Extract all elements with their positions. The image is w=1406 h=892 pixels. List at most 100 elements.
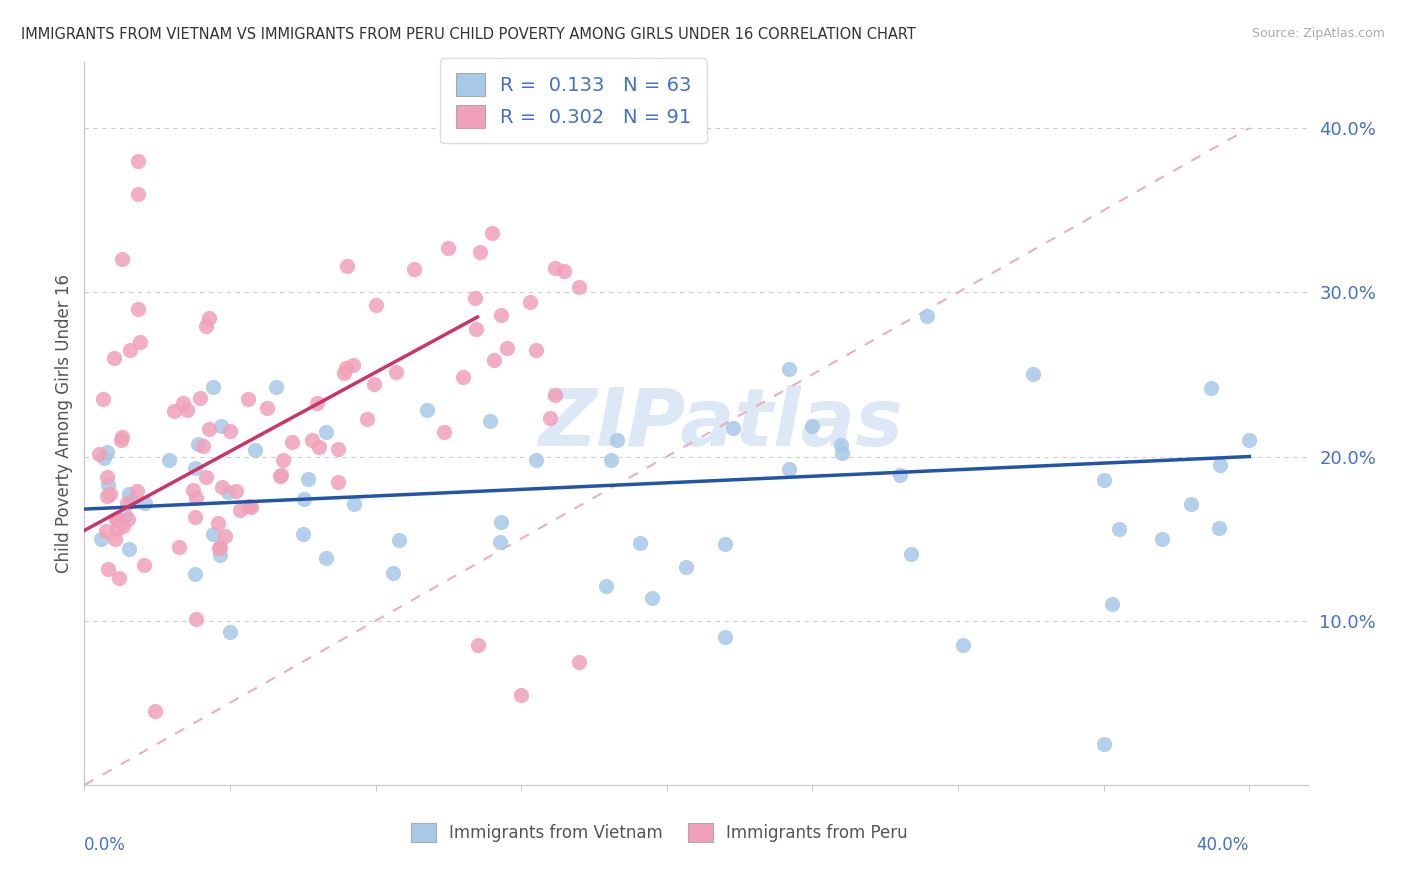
Point	[89, 447, 111, 461]
Point	[218, 424, 240, 438]
Point	[721, 421, 744, 435]
Point	[1092, 473, 1115, 487]
Point	[326, 442, 349, 457]
Point	[117, 542, 139, 557]
Point	[326, 475, 349, 489]
Point	[1021, 368, 1043, 382]
Point	[118, 343, 141, 357]
Point	[270, 467, 292, 482]
Point	[404, 262, 426, 277]
Point	[217, 484, 239, 499]
Point	[778, 462, 800, 476]
Point	[333, 366, 356, 380]
Point	[524, 343, 547, 358]
Point	[568, 280, 591, 294]
Point	[301, 433, 323, 447]
Point	[96, 489, 118, 503]
Point	[491, 515, 513, 529]
Point	[915, 309, 938, 323]
Point	[830, 438, 852, 452]
Point	[831, 446, 853, 460]
Text: ZIPatlas: ZIPatlas	[538, 384, 903, 463]
Point	[387, 533, 409, 547]
Point	[256, 401, 278, 415]
Point	[110, 433, 132, 447]
Point	[801, 418, 824, 433]
Point	[202, 379, 225, 393]
Point	[219, 625, 242, 640]
Point	[157, 452, 180, 467]
Point	[714, 630, 737, 644]
Point	[97, 562, 120, 576]
Point	[127, 301, 149, 316]
Point	[105, 511, 128, 525]
Point	[117, 512, 139, 526]
Point	[606, 434, 628, 448]
Point	[127, 153, 149, 168]
Y-axis label: Child Poverty Among Girls Under 16: Child Poverty Among Girls Under 16	[55, 274, 73, 574]
Point	[238, 392, 260, 407]
Point	[269, 468, 291, 483]
Point	[194, 319, 217, 334]
Point	[127, 483, 149, 498]
Point	[143, 704, 166, 718]
Point	[96, 444, 118, 458]
Point	[103, 351, 125, 365]
Point	[264, 380, 287, 394]
Point	[201, 527, 224, 541]
Point	[510, 688, 533, 702]
Point	[93, 451, 115, 466]
Point	[675, 559, 697, 574]
Point	[343, 497, 366, 511]
Point	[114, 508, 136, 522]
Point	[382, 566, 405, 581]
Point	[416, 403, 439, 417]
Point	[271, 453, 294, 467]
Point	[228, 503, 250, 517]
Point	[134, 558, 156, 572]
Point	[1092, 737, 1115, 751]
Point	[628, 536, 651, 550]
Point	[315, 425, 337, 439]
Point	[524, 453, 547, 467]
Point	[1101, 598, 1123, 612]
Point	[363, 377, 385, 392]
Point	[335, 360, 357, 375]
Point	[315, 550, 337, 565]
Point	[889, 467, 911, 482]
Point	[172, 396, 194, 410]
Point	[211, 480, 233, 494]
Point	[432, 425, 454, 440]
Point	[1180, 497, 1202, 511]
Point	[209, 419, 232, 434]
Point	[96, 524, 118, 538]
Point	[207, 516, 229, 530]
Point	[292, 492, 315, 507]
Point	[491, 308, 513, 322]
Point	[225, 484, 247, 499]
Point	[568, 655, 591, 669]
Point	[437, 241, 460, 255]
Point	[194, 470, 217, 484]
Point	[105, 512, 128, 526]
Point	[297, 472, 319, 486]
Text: IMMIGRANTS FROM VIETNAM VS IMMIGRANTS FROM PERU CHILD POVERTY AMONG GIRLS UNDER : IMMIGRANTS FROM VIETNAM VS IMMIGRANTS FR…	[21, 27, 915, 42]
Point	[184, 567, 207, 582]
Point	[778, 361, 800, 376]
Point	[198, 311, 221, 326]
Point	[188, 391, 211, 405]
Point	[184, 491, 207, 505]
Point	[134, 496, 156, 510]
Point	[342, 358, 364, 372]
Point	[111, 430, 134, 444]
Point	[1209, 458, 1232, 473]
Point	[186, 612, 208, 626]
Point	[112, 519, 135, 533]
Text: Source: ZipAtlas.com: Source: ZipAtlas.com	[1251, 27, 1385, 40]
Point	[96, 469, 118, 483]
Point	[214, 529, 236, 543]
Point	[464, 291, 486, 305]
Point	[208, 541, 231, 556]
Point	[120, 494, 142, 508]
Point	[595, 579, 617, 593]
